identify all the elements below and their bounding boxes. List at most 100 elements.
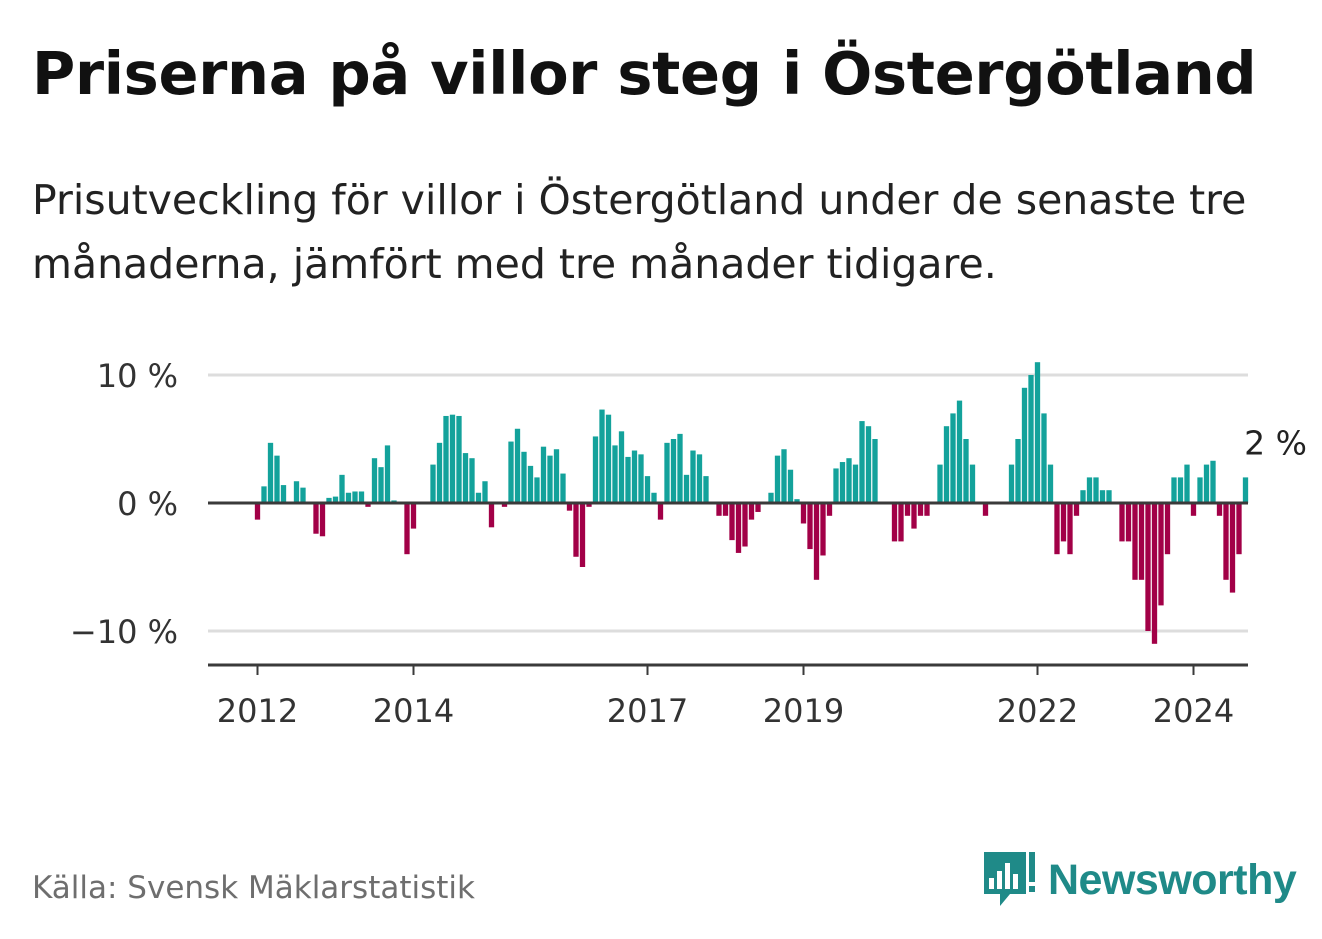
newsworthy-logo[interactable]: Newsworthy <box>980 850 1297 910</box>
bar-positive <box>1015 439 1021 503</box>
bar-negative <box>1216 503 1223 516</box>
x-tick-label: 2022 <box>997 692 1078 730</box>
bar-negative <box>742 503 748 547</box>
bar-positive <box>670 439 677 503</box>
bar-positive <box>508 441 514 503</box>
bar-positive <box>261 486 267 503</box>
bar-positive <box>1034 362 1041 503</box>
bar-positive <box>553 449 560 503</box>
bar-positive <box>833 468 839 503</box>
bar-negative <box>924 503 930 516</box>
bar-negative <box>586 503 592 507</box>
bar-negative <box>1119 503 1125 542</box>
bar-positive <box>599 409 605 503</box>
source-credit: Källa: Svensk Mäklarstatistik <box>32 870 475 906</box>
bar-negative <box>755 503 761 512</box>
bar-positive <box>592 436 599 503</box>
bar-negative <box>911 503 917 529</box>
bar-positive <box>1242 477 1249 503</box>
bar-negative <box>579 503 586 567</box>
bar-negative <box>1190 503 1197 516</box>
bar-negative <box>1223 503 1229 580</box>
bar-positive <box>865 426 872 503</box>
bar-positive <box>1197 477 1203 503</box>
bar-positive <box>1086 477 1093 503</box>
bar-negative <box>891 503 898 542</box>
bar-positive <box>475 492 482 503</box>
bar-positive <box>443 415 449 503</box>
bar-positive <box>456 415 462 503</box>
chart-title: Priserna på villor steg i Östergötland <box>32 39 1257 108</box>
bar-positive <box>1028 375 1034 503</box>
bar-negative <box>813 503 820 580</box>
bar-positive <box>462 453 469 503</box>
bar-negative <box>982 503 989 516</box>
bar-positive <box>618 431 625 503</box>
bar-positive <box>332 496 339 503</box>
bar-positive <box>339 474 345 503</box>
x-tick-label: 2017 <box>607 692 688 730</box>
bar-positive <box>683 474 690 503</box>
bar-negative <box>729 503 735 541</box>
bar-negative <box>1145 503 1151 631</box>
bar-positive <box>449 414 456 503</box>
bar-negative <box>488 503 495 528</box>
bar-negative <box>1164 503 1171 555</box>
bar-negative <box>404 503 410 555</box>
bar-positive <box>469 458 475 503</box>
bar-negative <box>820 503 826 556</box>
bar-positive <box>1203 464 1210 503</box>
bar-positive <box>872 439 878 503</box>
bar-positive <box>345 492 352 503</box>
bar-positive <box>274 455 280 503</box>
chart-subtitle: Prisutveckling för villor i Östergötland… <box>32 176 1247 288</box>
bar-negative <box>716 503 722 516</box>
bar-negative <box>1236 503 1242 555</box>
bar-positive <box>514 428 521 503</box>
logo-text: Newsworthy <box>1048 855 1297 904</box>
bar-positive <box>1008 464 1015 503</box>
bar-positive <box>943 426 950 503</box>
bar-negative <box>573 503 579 557</box>
bar-negative <box>1132 503 1138 580</box>
bar-positive <box>787 469 794 503</box>
bar-negative <box>748 503 755 520</box>
bar-positive <box>352 491 358 503</box>
bar-positive <box>846 458 852 503</box>
bar-negative <box>826 503 833 516</box>
bar-positive <box>956 400 963 503</box>
bar-positive <box>326 497 332 503</box>
bar-negative <box>735 503 742 553</box>
bar-positive <box>605 414 612 503</box>
bar-positive <box>677 433 683 503</box>
bar-negative <box>1138 503 1145 580</box>
bar-negative <box>898 503 904 542</box>
bar-positive <box>612 445 618 503</box>
bar-positive <box>937 464 943 503</box>
bar-positive <box>644 476 651 503</box>
bar-positive <box>371 458 378 503</box>
last-value-label: 2 % <box>1244 423 1307 462</box>
bar-positive <box>1210 460 1216 503</box>
bar-chart: 10 % 0 % −10 % 2012 2014 2017 2019 2022 2024 2 % <box>70 357 1307 730</box>
bar-positive <box>1106 490 1112 503</box>
bar-positive <box>1184 464 1190 503</box>
bar-negative <box>1073 503 1080 516</box>
y-tick-label: −10 % <box>70 613 178 651</box>
bar-positive <box>1177 477 1184 503</box>
bar-positive <box>358 491 365 503</box>
bar-negative <box>313 503 319 534</box>
bar-positive <box>527 465 534 503</box>
bar-negative <box>904 503 911 516</box>
bar-positive <box>794 499 800 503</box>
bar-negative <box>410 503 417 529</box>
bar-positive <box>430 464 436 503</box>
bar-negative <box>1229 503 1236 593</box>
bar-negative <box>657 503 664 520</box>
bar-positive <box>267 442 274 503</box>
bar-negative <box>319 503 326 537</box>
bar-positive <box>1047 464 1054 503</box>
bar-positive <box>384 445 391 503</box>
y-tick-label: 10 % <box>97 357 178 395</box>
bar-positive <box>696 454 703 503</box>
